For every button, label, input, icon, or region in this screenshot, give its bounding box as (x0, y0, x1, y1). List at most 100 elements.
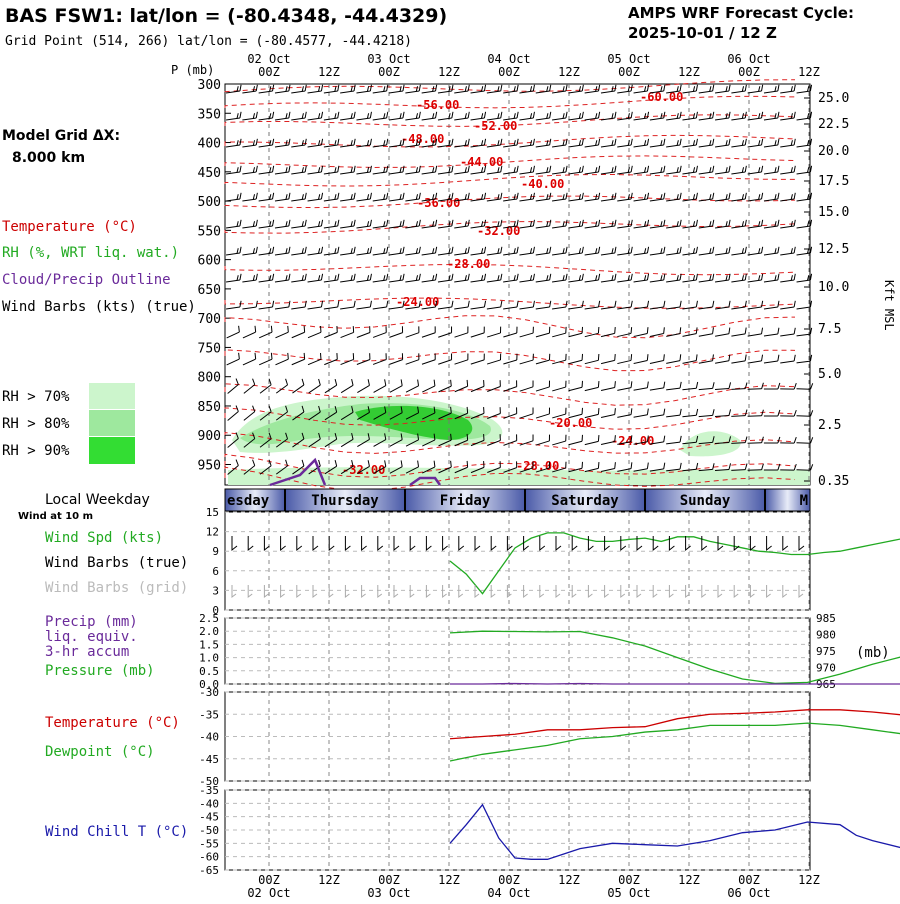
panel-tick-label: -45 (199, 811, 219, 824)
pressure-tick-label: 500 (198, 195, 221, 210)
wind-height-note: Wind at 10 m (18, 511, 93, 522)
bottom-time-tick-label: 12Z (318, 873, 340, 887)
pressure-tick-label: 900 (198, 429, 221, 444)
label-precip: Precip (mm) (45, 614, 138, 630)
label-liq-equiv: liq. equiv. (45, 629, 138, 645)
height-tick-label: 7.5 (818, 322, 841, 337)
bottom-time-tick-label: 12Z (438, 873, 460, 887)
panel-tick-label: 2.0 (199, 625, 219, 638)
label-wind-barbs-grid: Wind Barbs (grid) (45, 580, 188, 596)
panel-tick-label: 3 (212, 584, 219, 597)
panel-tick-label: -45 (199, 753, 219, 766)
bottom-time-tick-label: 12Z (678, 873, 700, 887)
height-tick-label: 0.35 (818, 474, 849, 489)
legend-cloud: Cloud/Precip Outline (2, 272, 171, 288)
panel-tick-label: -40 (199, 731, 219, 744)
height-tick-label: 25.0 (818, 91, 849, 106)
precip-line (450, 683, 900, 684)
isotherm-label: -28.00 (447, 257, 490, 271)
bottom-time-tick-label: 12Z (558, 873, 580, 887)
top-time-tick-label: 12Z (798, 65, 820, 79)
isotherm-label: -20.00 (549, 416, 592, 430)
legend-temperature: Temperature (°C) (2, 219, 137, 235)
weekday-label: Saturday (551, 493, 619, 509)
top-time-tick-label: 00Z (738, 65, 760, 79)
height-tick-label: 5.0 (818, 367, 841, 382)
label-3hr-accum: 3-hr accum (45, 644, 129, 660)
panel-frame (225, 618, 810, 684)
panel-tick-label: 15 (206, 506, 219, 519)
bottom-date-label: 04 Oct (487, 886, 530, 900)
weekday-label: Sunday (680, 493, 731, 509)
label-wind-barbs-true: Wind Barbs (true) (45, 555, 188, 571)
isotherm-label: -36.00 (417, 196, 460, 210)
panel-tick-label: -35 (199, 784, 219, 797)
panel-tick-label: -65 (199, 864, 219, 877)
top-time-tick-label: 12Z (318, 65, 340, 79)
model-grid-label: Model Grid ΔX: (2, 128, 120, 144)
top-time-tick-label: 00Z (498, 65, 520, 79)
height-tick-label: 17.5 (818, 174, 849, 189)
bottom-time-tick-label: 00Z (618, 873, 640, 887)
height-tick-label: 15.0 (818, 205, 849, 220)
top-date-label: 04 Oct (487, 52, 530, 66)
height-axis-title: Kft MSL (882, 280, 896, 331)
pressure-tick-label: 850 (198, 400, 221, 415)
panel-tick-label: -55 (199, 837, 219, 850)
panel-tick-label: 2.5 (199, 612, 219, 625)
rh70-swatch (89, 383, 135, 409)
panel-tick-label: 0.5 (199, 665, 219, 678)
pressure-tick-label: 750 (198, 341, 221, 356)
grid-point-text: Grid Point (514, 266) lat/lon = (-80.457… (5, 34, 412, 49)
bottom-time-tick-label: 12Z (798, 873, 820, 887)
top-time-tick-label: 00Z (378, 65, 400, 79)
legend-rh: RH (%, WRT liq. wat.) (2, 245, 179, 261)
panel-tick-label: 6 (212, 565, 219, 578)
bottom-date-label: 03 Oct (367, 886, 410, 900)
panel-tick-label: -35 (199, 708, 219, 721)
panel-tick-label: 1.0 (199, 652, 219, 665)
rh80-swatch (89, 410, 135, 436)
label-pressure: Pressure (mb) (45, 663, 155, 679)
bottom-date-label: 02 Oct (247, 886, 290, 900)
top-time-tick-label: 00Z (618, 65, 640, 79)
weekday-label: esday (227, 493, 270, 509)
pressure-tick-label: 450 (198, 166, 221, 181)
pressure-tick-label: 350 (198, 107, 221, 122)
isotherm-label: -40.00 (521, 177, 564, 191)
top-date-label: 05 Oct (607, 52, 650, 66)
bottom-date-label: 06 Oct (727, 886, 770, 900)
weekday-label: Thursday (311, 493, 379, 509)
bottom-date-label: 05 Oct (607, 886, 650, 900)
top-time-tick-label: 00Z (258, 65, 280, 79)
label-pressure-unit: (mb) (856, 645, 890, 661)
panel-tick-label: 9 (212, 545, 219, 558)
panel-tick-label: 1.5 (199, 638, 219, 651)
bottom-time-tick-label: 00Z (738, 873, 760, 887)
pressure-tick-label: 400 (198, 137, 221, 152)
isotherm-label: -60.00 (640, 90, 683, 104)
isotherm-label: -52.00 (474, 119, 517, 133)
height-tick-label: 22.5 (818, 117, 849, 132)
pressure-tick-label: 970 (816, 662, 836, 675)
pressure-tick-label: 985 (816, 612, 836, 625)
isotherm-label: -56.00 (416, 98, 459, 112)
station-title: BAS FSW1: lat/lon = (-80.4348, -44.4329) (5, 5, 447, 27)
height-tick-label: 2.5 (818, 418, 841, 433)
label-temperature: Temperature (°C) (45, 715, 180, 731)
pressure-tick-label: 800 (198, 371, 221, 386)
top-date-label: 02 Oct (247, 52, 290, 66)
panel-tick-label: -30 (199, 686, 219, 699)
pressure-tick-label: 600 (198, 254, 221, 269)
bottom-time-tick-label: 00Z (258, 873, 280, 887)
height-tick-label: 12.5 (818, 242, 849, 257)
weekday-label: Friday (440, 493, 491, 509)
pressure-tick-label: 980 (816, 629, 836, 642)
cycle-title: AMPS WRF Forecast Cycle: (628, 4, 854, 22)
